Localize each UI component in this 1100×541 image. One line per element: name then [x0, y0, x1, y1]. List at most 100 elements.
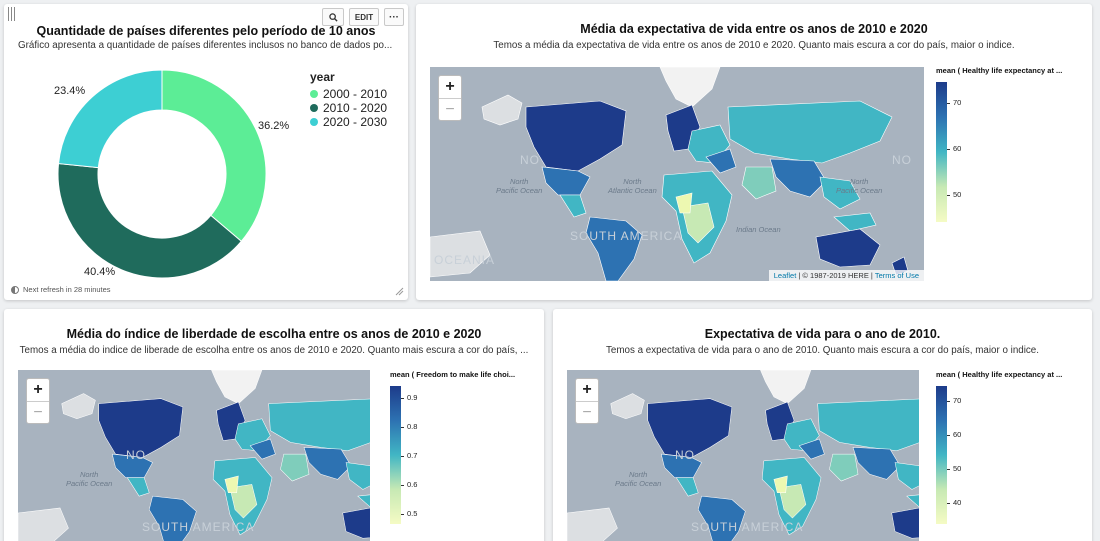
color-tick: 0.6	[400, 480, 418, 489]
country-region[interactable]	[819, 176, 861, 210]
legend-item-2000-2010[interactable]: 2000 - 2010	[310, 87, 387, 101]
zoom-in-button[interactable]: +	[445, 78, 455, 95]
color-tick: 70	[946, 98, 962, 107]
legend-item-2020-2030[interactable]: 2020 - 2030	[310, 115, 387, 129]
donut-slice-2000-2010[interactable]	[161, 69, 267, 242]
legend-dot-icon	[310, 90, 318, 98]
country-region[interactable]	[268, 398, 370, 452]
world-map[interactable]: + − North Pacific Ocean SOUTH AMERICA NO	[18, 370, 370, 541]
continent-label: OCEANIA	[434, 253, 496, 267]
chart-subtitle: Temos a expectativa de vida para o ano d…	[606, 345, 1039, 356]
country-region[interactable]	[610, 393, 645, 420]
country-region[interactable]	[126, 477, 150, 497]
resize-handle-icon[interactable]	[395, 287, 404, 296]
country-region[interactable]	[481, 94, 523, 126]
country-region[interactable]	[727, 100, 893, 164]
chart-toolbar: EDIT ···	[322, 8, 404, 26]
country-region[interactable]	[675, 477, 699, 497]
refresh-timer-icon	[11, 285, 19, 294]
country-region[interactable]	[769, 158, 827, 198]
country-region[interactable]	[697, 495, 746, 541]
legend-label: 2010 - 2020	[323, 101, 388, 115]
country-region[interactable]	[98, 398, 184, 458]
ocean-label: Indian Ocean	[736, 225, 781, 234]
color-legend: mean ( Healthy life expectancy at ... 70…	[936, 66, 1062, 222]
continent-label: SOUTH AMERICA	[142, 520, 255, 534]
drag-handle-icon[interactable]	[8, 7, 15, 21]
country-region[interactable]	[525, 100, 627, 172]
continent-label: NO	[126, 448, 146, 462]
magnifier-icon	[328, 12, 338, 22]
slice-label-2000-2010: 36.2%	[258, 120, 290, 132]
donut-slice-2020-2030[interactable]	[57, 69, 163, 169]
world-map[interactable]: + − North Pacific Ocean North Atlantic Oce…	[430, 67, 924, 281]
country-region[interactable]	[345, 462, 370, 490]
country-region[interactable]	[585, 216, 643, 281]
country-region[interactable]	[829, 453, 859, 482]
world-map[interactable]: + − North Pacific Ocean SOUTH AMERICA NO	[567, 370, 919, 541]
country-region[interactable]	[224, 475, 239, 494]
ocean-label: North Pacific Ocean	[496, 177, 543, 195]
slice-label-2020-2030: 23.4%	[54, 85, 86, 97]
choropleth-layer[interactable]	[430, 67, 924, 281]
country-region[interactable]	[342, 506, 370, 539]
color-legend-title: mean ( Healthy life expectancy at ...	[936, 370, 1063, 379]
zoom-out-button[interactable]: −	[576, 401, 598, 423]
edit-button[interactable]: EDIT	[349, 8, 379, 26]
refresh-status: Next refresh in 28 minutes	[11, 285, 111, 294]
color-tick: 70	[946, 396, 962, 405]
more-options-button[interactable]: ···	[384, 8, 404, 26]
country-region[interactable]	[852, 447, 901, 480]
continent-label: NO	[520, 153, 540, 167]
zoom-control: + −	[26, 378, 50, 424]
chart-title: Quantidade de países diferentes pelo per…	[36, 24, 376, 38]
country-region[interactable]	[559, 194, 587, 218]
country-region[interactable]	[430, 230, 491, 278]
country-region[interactable]	[894, 462, 919, 490]
country-region[interactable]	[891, 506, 919, 539]
legend-item-2010-2020[interactable]: 2010 - 2020	[310, 101, 387, 115]
country-region[interactable]	[280, 453, 310, 482]
country-region[interactable]	[705, 148, 737, 174]
choropleth-layer[interactable]	[567, 370, 919, 541]
continent-label: SOUTH AMERICA	[691, 520, 804, 534]
country-region[interactable]	[741, 166, 777, 200]
color-tick: 0.9	[400, 393, 418, 402]
country-region[interactable]	[567, 507, 618, 541]
zoom-in-button[interactable]: +	[33, 381, 43, 398]
leaflet-link[interactable]: Leaflet	[773, 271, 797, 280]
country-region[interactable]	[647, 398, 733, 458]
terms-link[interactable]: Terms of Use	[874, 271, 919, 280]
zoom-out-button[interactable]: −	[439, 98, 461, 120]
donut-slice-2010-2020[interactable]	[57, 163, 242, 279]
country-region[interactable]	[303, 447, 352, 480]
country-region[interactable]	[833, 212, 877, 232]
country-region[interactable]	[357, 493, 370, 508]
zoom-out-button[interactable]: −	[27, 401, 49, 423]
continent-label: NO	[675, 448, 695, 462]
zoom-in-button[interactable]: +	[582, 381, 592, 398]
country-region[interactable]	[18, 507, 69, 541]
map-attribution: Leaflet | © 1987-2019 HERE | Terms of Us…	[768, 270, 924, 281]
country-region[interactable]	[675, 192, 693, 214]
zoom-button[interactable]	[322, 8, 344, 26]
country-region[interactable]	[906, 493, 919, 508]
continent-label: SOUTH AMERICA	[570, 229, 683, 243]
country-region[interactable]	[61, 393, 96, 420]
legend-title: year	[310, 70, 335, 84]
ocean-label: North Pacific Ocean	[66, 470, 113, 488]
refresh-text: Next refresh in 28 minutes	[23, 285, 111, 294]
country-region[interactable]	[798, 438, 825, 460]
choropleth-layer[interactable]	[18, 370, 370, 541]
country-region[interactable]	[148, 495, 197, 541]
country-region[interactable]	[815, 228, 881, 268]
color-legend: mean ( Healthy life expectancy at ... 70…	[936, 370, 1063, 524]
country-region[interactable]	[817, 398, 919, 452]
zoom-control: + −	[575, 378, 599, 424]
country-region[interactable]	[773, 475, 788, 494]
zoom-control: + −	[438, 75, 462, 121]
life-expectancy-map-card: Média da expectativa de vida entre os an…	[416, 4, 1092, 300]
country-region[interactable]	[249, 438, 276, 460]
donut-chart[interactable]	[52, 64, 272, 284]
freedom-choice-map-card: Média do índice de liberdade de escolha …	[4, 309, 544, 541]
